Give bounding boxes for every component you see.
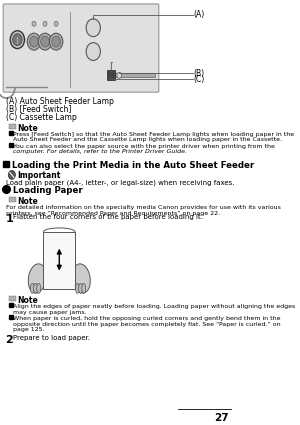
Circle shape: [86, 19, 100, 37]
Text: 2: 2: [5, 335, 13, 345]
Circle shape: [50, 33, 63, 50]
Text: 1: 1: [5, 214, 13, 224]
Circle shape: [54, 21, 58, 26]
FancyBboxPatch shape: [3, 4, 159, 92]
Circle shape: [13, 34, 22, 45]
Circle shape: [10, 31, 25, 48]
Text: Important: Important: [17, 171, 61, 181]
Circle shape: [52, 36, 61, 47]
Bar: [10, 296, 16, 301]
Text: computer. For details, refer to the Printer Driver Guide.: computer. For details, refer to the Prin…: [14, 149, 188, 154]
Text: Note: Note: [17, 124, 38, 133]
Circle shape: [32, 21, 36, 26]
Ellipse shape: [79, 283, 83, 293]
Text: (A) Auto Sheet Feeder Lamp: (A) Auto Sheet Feeder Lamp: [6, 97, 114, 106]
Bar: [10, 124, 16, 129]
Text: Loading the Print Media in the Auto Sheet Feeder: Loading the Print Media in the Auto Shee…: [12, 161, 254, 170]
Ellipse shape: [37, 283, 41, 293]
Ellipse shape: [34, 283, 38, 293]
Text: Note: Note: [17, 197, 38, 206]
Text: (B) [Feed Switch]: (B) [Feed Switch]: [6, 105, 72, 114]
Text: (A): (A): [194, 10, 205, 20]
Text: opposite direction until the paper becomes completely flat. See “Paper is curled: opposite direction until the paper becom…: [14, 322, 281, 326]
Text: You can also select the paper source with the printer driver when printing from : You can also select the paper source wit…: [14, 144, 275, 149]
Text: (C) Cassette Lamp: (C) Cassette Lamp: [6, 113, 77, 122]
Bar: [109, 74, 155, 77]
Ellipse shape: [76, 283, 80, 293]
Text: [: [: [109, 61, 113, 71]
Text: When paper is curled, hold the opposing curled corners and gently bend them in t: When paper is curled, hold the opposing …: [14, 316, 281, 321]
Text: Align the edges of paper neatly before loading. Loading paper without aligning t: Align the edges of paper neatly before l…: [14, 304, 296, 309]
Text: Auto Sheet Feeder and the Cassette Lamp lights when loading paper in the Cassett: Auto Sheet Feeder and the Cassette Lamp …: [14, 137, 282, 142]
Text: (C): (C): [194, 75, 205, 84]
Circle shape: [43, 21, 47, 26]
Bar: [107, 71, 115, 80]
Ellipse shape: [82, 283, 86, 293]
Ellipse shape: [28, 264, 46, 293]
Bar: [10, 197, 16, 202]
Text: printers, see “Recommended Paper and Requirements” on page 22.: printers, see “Recommended Paper and Req…: [6, 211, 220, 216]
Ellipse shape: [30, 283, 34, 293]
Text: 27: 27: [214, 413, 229, 423]
Text: (B): (B): [194, 69, 205, 78]
Circle shape: [41, 36, 50, 47]
Circle shape: [30, 36, 38, 47]
Text: may cause paper jams.: may cause paper jams.: [14, 310, 87, 314]
Text: For detailed information on the specialty media Canon provides for use with its : For detailed information on the specialt…: [6, 205, 281, 210]
Bar: [44, 232, 75, 289]
Circle shape: [86, 42, 100, 60]
Text: page 125.: page 125.: [14, 327, 45, 332]
Circle shape: [38, 33, 52, 50]
Text: Load plain paper (A4-, letter-, or legal-size) when receiving faxes.: Load plain paper (A4-, letter-, or legal…: [6, 179, 235, 186]
Ellipse shape: [73, 264, 90, 293]
Text: Note: Note: [17, 296, 38, 305]
Circle shape: [8, 170, 15, 179]
Text: Loading Paper: Loading Paper: [13, 186, 82, 196]
Text: Flatten the four corners of the paper before loading it.: Flatten the four corners of the paper be…: [13, 214, 202, 220]
Text: Press [Feed Switch] so that the Auto Sheet Feeder Lamp lights when loading paper: Press [Feed Switch] so that the Auto She…: [14, 132, 295, 137]
Text: Prepare to load paper.: Prepare to load paper.: [13, 335, 90, 341]
Circle shape: [117, 72, 122, 78]
Circle shape: [27, 33, 41, 50]
